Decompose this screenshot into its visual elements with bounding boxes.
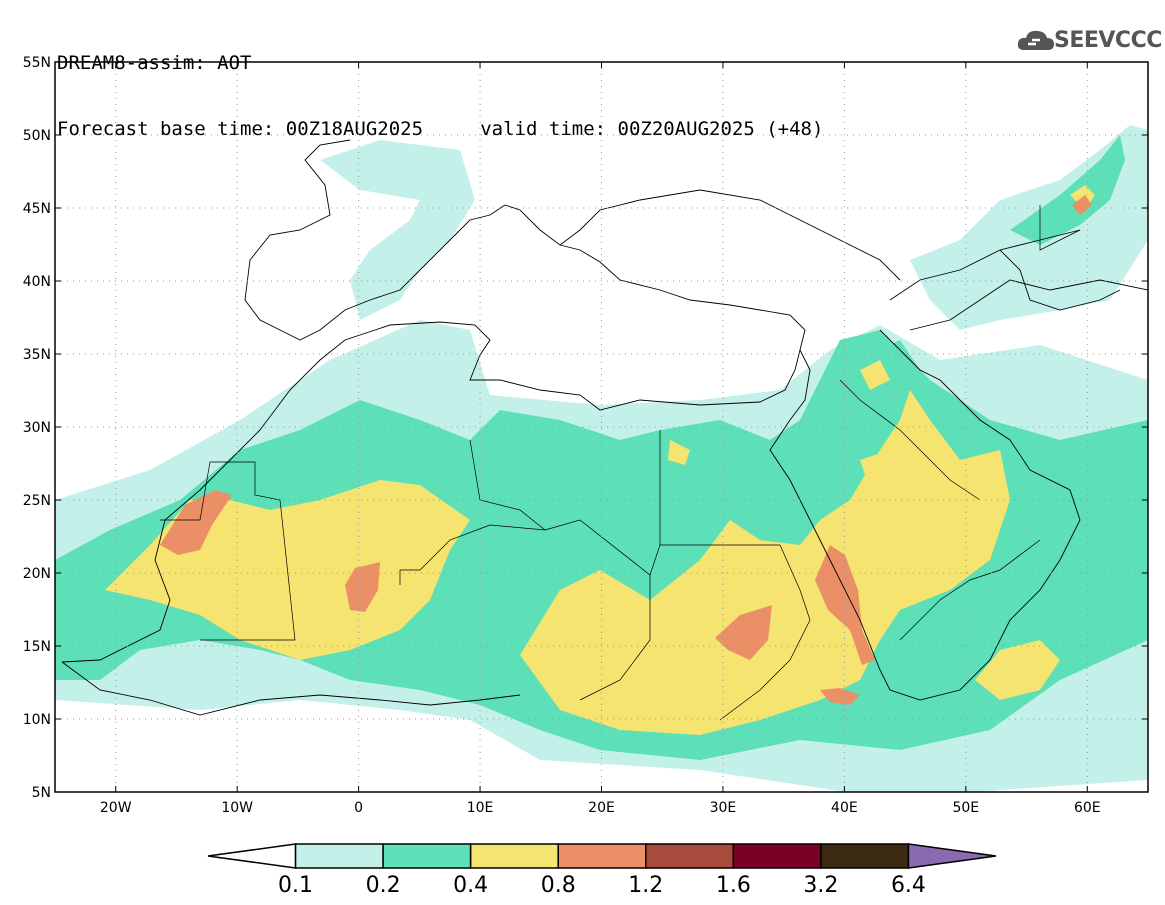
- colorbar: 0.1 0.2 0.4 0.8 1.2 1.6 3.2 6.4: [207, 843, 997, 898]
- lat-tick-label: 55N: [23, 55, 51, 71]
- lon-tick-label: 20E: [588, 800, 615, 816]
- lat-tick-label: 20N: [23, 566, 51, 582]
- cloud-icon: [1017, 30, 1054, 50]
- colorbar-segment: [382, 843, 472, 869]
- lon-tick-label: 30E: [710, 800, 737, 816]
- gridlines: [55, 62, 1148, 792]
- lat-tick-label: 10N: [23, 712, 51, 728]
- colorbar-high-triangle: [907, 843, 997, 869]
- colorbar-segment: [557, 843, 647, 869]
- lon-tick-label: 50E: [952, 800, 979, 816]
- aot-field: [55, 125, 1148, 792]
- lon-tick-label: 60E: [1074, 800, 1101, 816]
- lon-tick-label: 10E: [467, 800, 494, 816]
- colorbar-segment: [645, 843, 735, 869]
- colorbar-label: 1.6: [716, 873, 751, 898]
- lon-tick-label: 20W: [100, 800, 132, 816]
- lat-tick-label: 40N: [23, 274, 51, 290]
- colorbar-segment: [294, 843, 384, 869]
- lat-tick-label: 30N: [23, 420, 51, 436]
- logo-text: SEEVCCC: [1054, 28, 1162, 53]
- seevccc-logo: [1016, 22, 1156, 58]
- colorbar-label: 0.4: [453, 873, 488, 898]
- lat-tick-label: 15N: [23, 639, 51, 655]
- lon-tick-label: 40E: [831, 800, 858, 816]
- colorbar-label: 1.2: [628, 873, 663, 898]
- lon-tick-label: 0: [354, 800, 363, 816]
- colorbar-segment: [732, 843, 822, 869]
- country-borders: [160, 205, 1081, 721]
- latitude-ticks: 55N 50N 45N 40N 35N 30N 25N 20N 15N 10N 5N: [23, 55, 1148, 801]
- coastlines: [61, 139, 1148, 716]
- colorbar-label: 0.2: [366, 873, 401, 898]
- colorbar-low-triangle: [207, 843, 297, 869]
- lat-tick-label: 25N: [23, 493, 51, 509]
- colorbar-label: 0.8: [541, 873, 576, 898]
- colorbar-segment: [469, 843, 559, 869]
- lat-tick-label: 35N: [23, 347, 51, 363]
- colorbar-label: 6.4: [891, 873, 926, 898]
- lat-tick-label: 45N: [23, 201, 51, 217]
- lat-tick-label: 50N: [23, 128, 51, 144]
- longitude-ticks: 20W 10W 0 10E 20E 30E 40E 50E 60E: [100, 62, 1101, 816]
- colorbar-label: 3.2: [803, 873, 838, 898]
- lat-tick-label: 5N: [32, 785, 51, 801]
- title-line-1: DREAM8-assim: AOT: [57, 52, 252, 74]
- colorbar-label: 0.1: [278, 873, 313, 898]
- lon-tick-label: 10W: [221, 800, 253, 816]
- colorbar-segment: [820, 843, 910, 869]
